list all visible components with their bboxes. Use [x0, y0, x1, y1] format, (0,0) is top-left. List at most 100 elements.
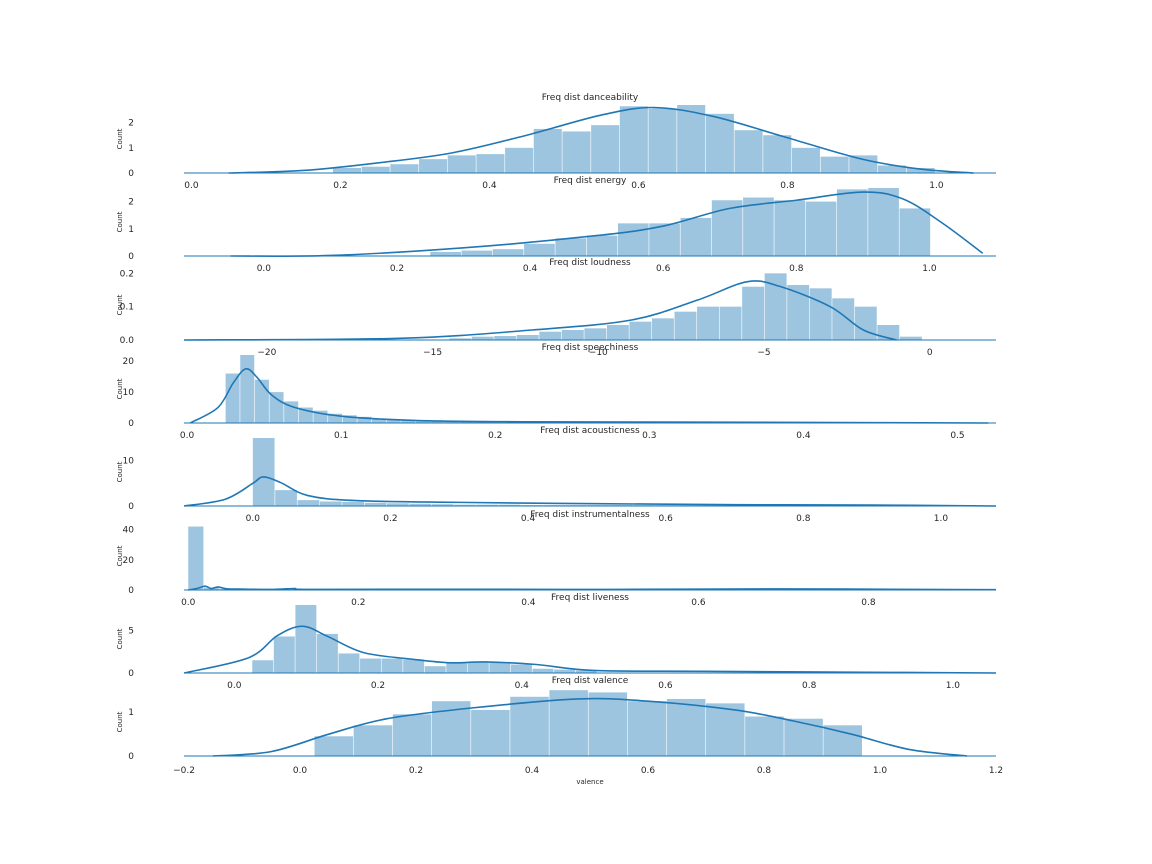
x-tick-label: 0.8 — [780, 181, 795, 191]
histogram-bar — [854, 306, 877, 340]
y-tick-label: 10 — [123, 457, 135, 467]
subplot-title: Freq dist danceability — [542, 93, 639, 103]
y-tick-label: 5 — [128, 627, 134, 637]
subplot-2: Freq dist energy Count 0 1 2 0.0 0.2 0.4 0.6 0.8 1… — [116, 176, 996, 274]
histogram-bar — [252, 438, 275, 506]
histogram-bar — [906, 167, 935, 173]
subplot-title: Freq dist acousticness — [540, 426, 640, 436]
x-tick-label: 0.0 — [293, 766, 308, 776]
y-tick-label: 2 — [128, 119, 134, 129]
histogram-bar — [240, 355, 255, 423]
histogram-bar — [784, 718, 823, 756]
histogram-bar — [424, 666, 446, 673]
kde-line — [183, 280, 897, 341]
x-tick-label: 0.0 — [246, 514, 261, 524]
x-tick-label: 0.5 — [950, 431, 964, 441]
histogram-bar — [494, 336, 517, 340]
x-tick-label: 1.0 — [929, 181, 944, 191]
histogram-bar — [584, 328, 607, 340]
histogram-bar — [742, 286, 765, 340]
x-tick-label: 0.4 — [523, 264, 538, 274]
histogram-bar — [409, 503, 432, 506]
histogram-bar — [338, 653, 360, 673]
histogram-bar — [899, 208, 931, 256]
histogram-bar — [809, 288, 832, 340]
histogram-bar — [561, 330, 584, 340]
histogram-bar — [774, 200, 806, 256]
histogram-bar — [401, 420, 416, 423]
x-tick-label: 0.8 — [757, 766, 772, 776]
y-tick-label: 0 — [128, 502, 134, 512]
x-tick-label: 0.6 — [641, 766, 656, 776]
histogram-bar — [492, 249, 524, 256]
histogram-bar — [273, 636, 295, 673]
x-tick-label: 0.2 — [371, 681, 385, 691]
histogram-bar — [791, 147, 820, 173]
subplot-title: Freq dist speechiness — [542, 343, 639, 353]
histogram-bar — [705, 113, 734, 173]
histogram-bar — [342, 415, 357, 423]
histogram-bar — [225, 373, 240, 423]
histogram-bar — [524, 243, 555, 256]
histogram-bar — [390, 164, 419, 173]
histogram-bar — [446, 661, 468, 673]
y-tick-label: 0 — [128, 419, 134, 429]
histogram-bar — [823, 725, 862, 756]
histogram-bar — [431, 504, 454, 506]
x-tick-label: 0.6 — [691, 598, 706, 608]
x-tick-label: 0.4 — [482, 181, 497, 191]
histogram-bar — [868, 188, 899, 256]
histogram-bar — [787, 285, 810, 340]
histogram-bar — [697, 306, 719, 340]
kde-line — [212, 697, 968, 757]
y-axis-label: Count — [116, 378, 124, 399]
x-tick-label: −10 — [589, 348, 608, 358]
histogram-bar — [316, 633, 338, 673]
histogram-bar — [649, 223, 680, 256]
kde-line — [228, 106, 974, 174]
x-tick-label: −0.2 — [173, 766, 195, 776]
histogram-bar — [539, 331, 562, 340]
x-tick-label: 1.0 — [934, 514, 949, 524]
histogram-bar — [745, 716, 784, 756]
histogram-bar — [381, 658, 403, 673]
y-tick-label: 1 — [128, 144, 134, 154]
histogram-bar — [764, 273, 787, 340]
x-tick-label: 0.4 — [521, 598, 536, 608]
histogram-bar — [364, 502, 387, 506]
histogram-bar — [269, 392, 284, 423]
histogram-bar — [419, 159, 448, 173]
x-tick-label: 0.2 — [351, 598, 365, 608]
x-axis-label: valence — [576, 778, 603, 786]
subplot-title: Freq dist liveness — [551, 593, 629, 603]
histogram-bar — [252, 660, 274, 673]
x-tick-label: 0.3 — [642, 431, 656, 441]
histogram-bar — [275, 490, 297, 506]
x-tick-label: 0.2 — [333, 181, 347, 191]
subplot-5: Freq dist acousticness Count 0 10 0.0 0.2 0.4 0… — [116, 426, 997, 524]
histogram-bar — [328, 413, 343, 423]
y-axis-label: Count — [116, 545, 124, 566]
x-tick-label: 0.6 — [659, 514, 674, 524]
histogram-bar — [554, 669, 576, 673]
y-tick-label: 10 — [123, 388, 135, 398]
x-tick-label: 0.4 — [515, 681, 530, 691]
y-axis-label: Count — [116, 628, 124, 649]
y-tick-label: 2 — [128, 198, 134, 208]
histogram-bar — [430, 251, 461, 256]
histogram-bar — [467, 661, 489, 673]
x-tick-label: 0 — [927, 348, 933, 358]
histogram-bar — [627, 701, 667, 756]
histogram-bar — [498, 504, 521, 506]
histogram-bar — [254, 379, 269, 423]
histogram-bar — [820, 156, 849, 173]
histogram-bar — [899, 336, 922, 340]
histogram-bar — [666, 698, 706, 756]
x-tick-label: 0.6 — [656, 264, 671, 274]
histogram-bar — [617, 223, 649, 256]
kde-line — [188, 585, 997, 591]
y-tick-label: 1 — [128, 708, 134, 718]
x-tick-label: 0.2 — [383, 514, 397, 524]
x-tick-label: 0.1 — [334, 431, 348, 441]
